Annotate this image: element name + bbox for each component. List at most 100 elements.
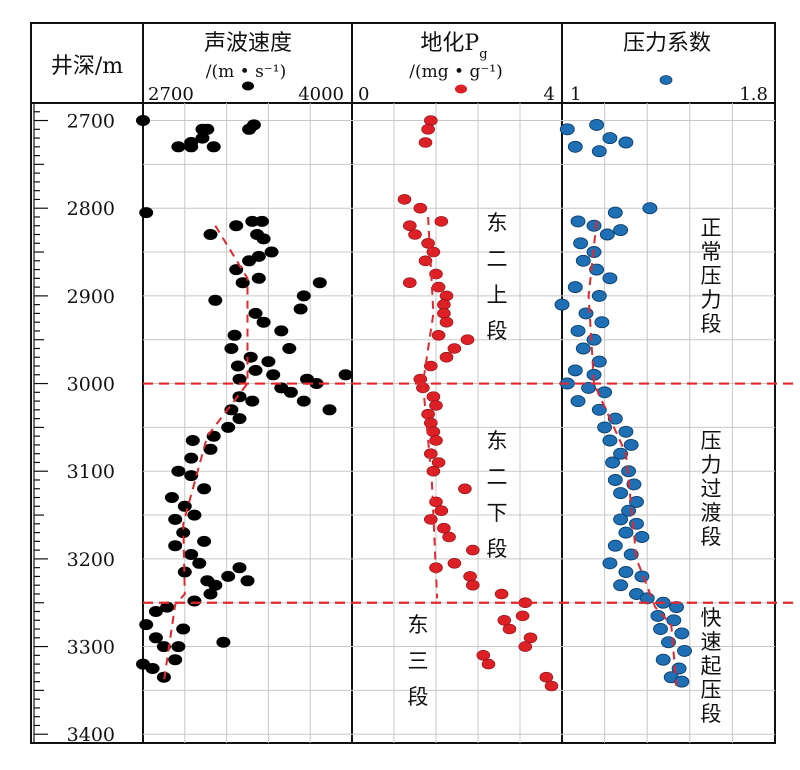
velocity-point bbox=[266, 369, 281, 381]
pressure-tick-min: 1 bbox=[570, 84, 581, 105]
pg-point bbox=[402, 220, 417, 231]
pressure-segment-label-char: 段 bbox=[701, 702, 722, 726]
pressure-title: 压力系数 bbox=[623, 31, 711, 56]
velocity-point bbox=[184, 452, 199, 464]
velocity-point bbox=[274, 325, 289, 337]
pg-point bbox=[497, 614, 512, 626]
velocity-point bbox=[197, 535, 212, 547]
pressure-segment-label-char: 段 bbox=[701, 312, 722, 336]
velocity-point bbox=[235, 277, 250, 289]
pressure-point bbox=[613, 513, 629, 526]
pressure-segment-label-char: 压 bbox=[701, 678, 722, 702]
velocity-point bbox=[232, 373, 247, 385]
pressure-point bbox=[618, 136, 634, 149]
pg-point bbox=[418, 137, 433, 148]
pressure-point bbox=[653, 623, 668, 635]
velocity-tick-min: 2700 bbox=[148, 84, 194, 105]
pressure-segment-label-char: 快 bbox=[701, 606, 722, 630]
velocity-title: 声波速度 bbox=[204, 31, 292, 56]
pg-point bbox=[434, 505, 449, 517]
pressure-point bbox=[674, 675, 690, 688]
velocity-point bbox=[203, 443, 218, 455]
velocity-points bbox=[136, 115, 353, 683]
pressure-segment-label-char: 段 bbox=[701, 525, 722, 549]
pressure-point bbox=[655, 653, 671, 666]
pg-point bbox=[439, 316, 454, 328]
velocity-point bbox=[256, 233, 271, 245]
pressure-segment-label-char: 常 bbox=[701, 240, 722, 264]
pg-title: 地化Pg bbox=[420, 31, 487, 62]
velocity-point bbox=[203, 229, 218, 240]
pg-point bbox=[447, 343, 462, 354]
pg-point bbox=[502, 623, 517, 635]
velocity-point bbox=[242, 255, 257, 267]
velocity-tick-max: 4000 bbox=[298, 84, 344, 105]
pressure-point bbox=[589, 118, 605, 131]
velocity-point bbox=[229, 264, 244, 276]
pressure-point bbox=[618, 425, 634, 438]
velocity-point bbox=[248, 307, 263, 319]
pg-point bbox=[439, 351, 454, 363]
velocity-point bbox=[184, 549, 199, 560]
pressure-segment-label-char: 渡 bbox=[701, 501, 722, 525]
depth-tick-label: 3300 bbox=[67, 637, 115, 659]
velocity-point bbox=[168, 513, 183, 525]
depth-axis: 2700 2800 2900 3000 3100 3200 3300 3400 bbox=[33, 103, 115, 746]
pressure-point bbox=[623, 548, 639, 561]
velocity-point bbox=[176, 527, 191, 539]
pressure-point bbox=[618, 566, 634, 578]
pg-title-subscript: g bbox=[479, 47, 487, 62]
velocity-point bbox=[283, 386, 298, 398]
velocity-point bbox=[160, 601, 175, 613]
pg-unit: /(mg • g⁻¹) bbox=[409, 62, 503, 82]
velocity-point bbox=[227, 329, 242, 341]
velocity-point bbox=[187, 509, 202, 521]
velocity-point bbox=[255, 215, 269, 227]
pg-point bbox=[426, 465, 441, 477]
pressure-point bbox=[669, 601, 684, 614]
depth-tick-label: 3200 bbox=[67, 549, 115, 571]
velocity-point bbox=[261, 356, 276, 368]
velocity-point bbox=[197, 483, 212, 495]
velocity-point bbox=[312, 277, 327, 289]
pressure-point bbox=[599, 228, 615, 241]
pressure-point bbox=[567, 140, 583, 153]
pg-point bbox=[408, 229, 422, 240]
pg-point bbox=[397, 194, 412, 205]
depth-axis-label: 井深/m bbox=[51, 54, 123, 79]
pressure-point bbox=[570, 215, 586, 228]
pressure-segment-label-char: 力 bbox=[701, 288, 722, 312]
velocity-point bbox=[242, 123, 257, 135]
pressure-point bbox=[591, 355, 607, 368]
velocity-point bbox=[185, 435, 200, 446]
pg-point bbox=[518, 641, 533, 652]
pressure-point bbox=[570, 324, 586, 337]
velocity-point bbox=[221, 570, 236, 582]
depth-tick-label: 2900 bbox=[67, 286, 115, 308]
velocity-point bbox=[148, 606, 163, 617]
pressure-header: 压力系数 1 1.8 bbox=[570, 31, 768, 105]
velocity-legend-marker bbox=[242, 81, 254, 91]
pg-point bbox=[423, 360, 438, 372]
velocity-point bbox=[206, 430, 221, 442]
pressure-point bbox=[623, 438, 639, 451]
pg-point bbox=[431, 281, 446, 293]
velocity-point bbox=[245, 395, 260, 407]
velocity-point bbox=[148, 632, 163, 644]
pressure-point bbox=[607, 474, 623, 486]
velocity-point bbox=[168, 540, 183, 552]
pg-point bbox=[421, 238, 435, 249]
pg-point bbox=[460, 334, 475, 346]
formation-label-char: 段 bbox=[487, 537, 508, 561]
velocity-point bbox=[251, 272, 266, 284]
velocity-point bbox=[139, 207, 154, 219]
pressure-point bbox=[573, 237, 589, 250]
velocity-point bbox=[171, 141, 186, 153]
pressure-point bbox=[618, 526, 634, 539]
velocity-point bbox=[230, 360, 245, 372]
pressure-points bbox=[554, 118, 692, 688]
pressure-point bbox=[591, 145, 607, 158]
pressure-point bbox=[642, 202, 658, 215]
velocity-point bbox=[282, 343, 297, 354]
velocity-point bbox=[177, 500, 192, 512]
